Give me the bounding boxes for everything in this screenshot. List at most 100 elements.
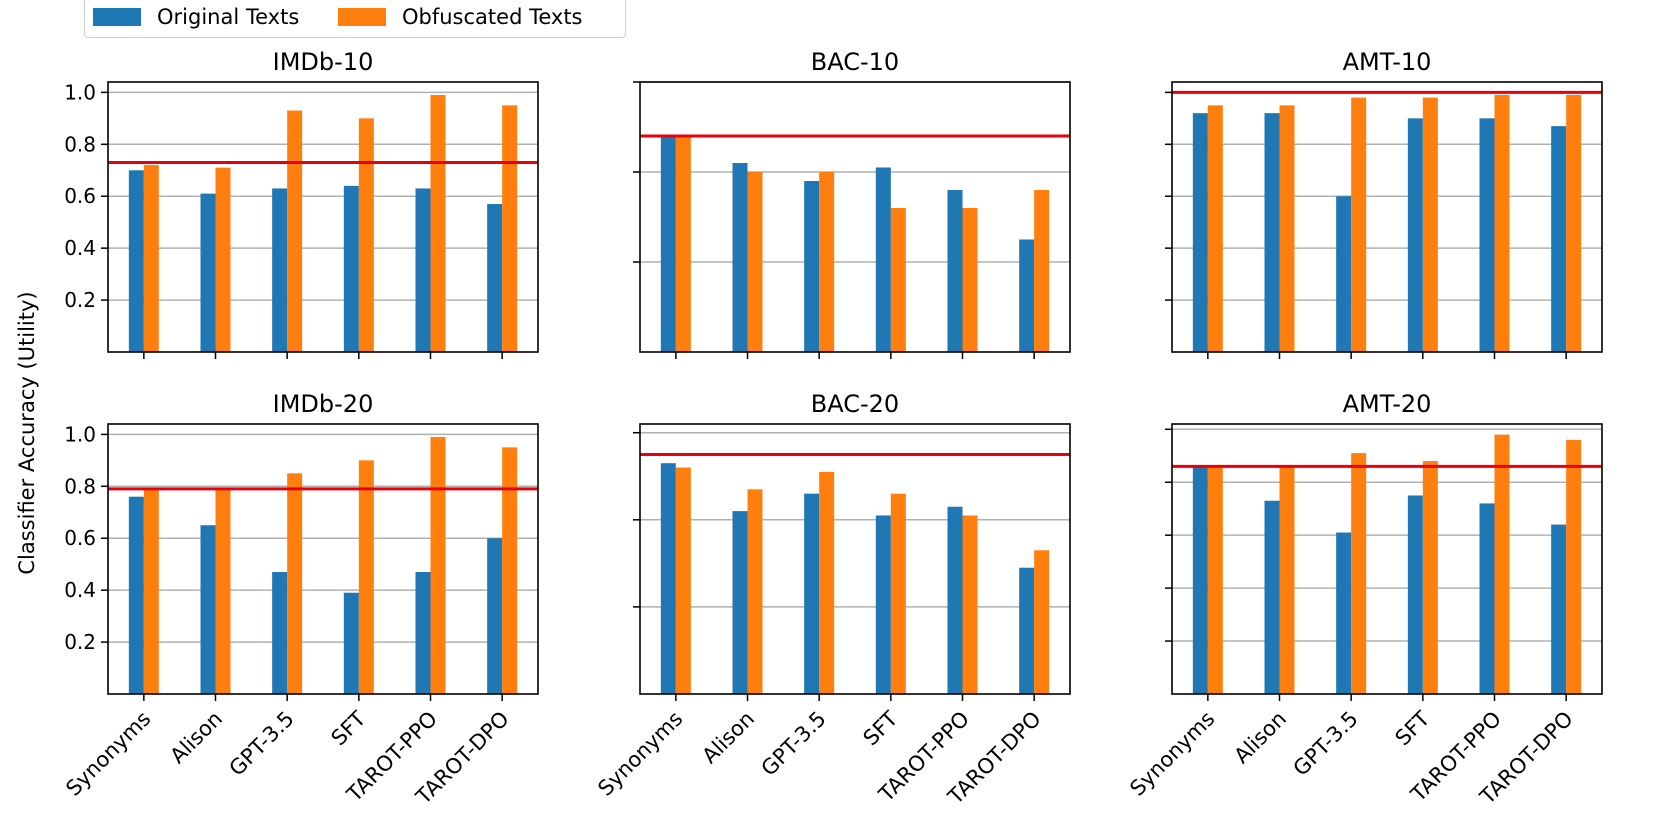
- bar-obfuscated: [1279, 466, 1295, 694]
- plot-frame: [107, 81, 539, 353]
- y-tick-label: 1.0: [64, 422, 96, 446]
- bar-original: [487, 538, 503, 694]
- bar-original: [660, 463, 676, 694]
- bar-obfuscated: [890, 493, 906, 694]
- bar-obfuscated: [215, 488, 231, 694]
- bar-obfuscated: [1207, 105, 1223, 352]
- x-tick-label: GPT-3.5: [1289, 707, 1363, 781]
- bar-obfuscated: [215, 167, 231, 352]
- y-tick-label: 1.0: [64, 80, 96, 104]
- plot-frame: [1171, 81, 1603, 353]
- bar-obfuscated: [430, 436, 446, 694]
- bar-obfuscated: [1566, 94, 1582, 352]
- bar-obfuscated: [287, 110, 303, 352]
- bar-obfuscated: [1422, 97, 1438, 352]
- subplot-imdb-10: 0.2 0.4 0.6 0.8 1.0 IMDb-10: [64, 48, 539, 359]
- y-tick-label: 0.8: [64, 474, 96, 498]
- x-tick-label: Synonyms: [1125, 707, 1219, 801]
- bar-original: [947, 506, 963, 694]
- bar-obfuscated: [675, 467, 691, 694]
- plot-frame: [639, 81, 1071, 353]
- bar-original: [1551, 524, 1567, 694]
- bar-original: [128, 496, 144, 694]
- bar-obfuscated: [1494, 434, 1510, 694]
- bar-obfuscated: [747, 172, 763, 352]
- x-tick-label: SFT: [859, 706, 903, 750]
- y-tick-label: 0.6: [64, 184, 96, 208]
- bar-obfuscated: [287, 473, 303, 694]
- x-tick-label: Alison: [697, 707, 759, 769]
- bar-original: [804, 181, 820, 352]
- subplot-title: BAC-10: [811, 48, 899, 76]
- x-tick-label: Synonyms: [593, 707, 687, 801]
- bar-obfuscated: [358, 118, 374, 352]
- bar-obfuscated: [1279, 105, 1295, 352]
- bar-original: [272, 571, 288, 694]
- bar-original: [660, 136, 676, 352]
- bar-original: [1551, 126, 1567, 352]
- bar-obfuscated: [502, 447, 518, 694]
- x-tick-label: GPT-3.5: [225, 707, 299, 781]
- subplot-title: BAC-20: [811, 390, 899, 418]
- bar-obfuscated: [358, 460, 374, 694]
- y-tick-label: 0.6: [64, 526, 96, 550]
- subplot-bac-10: BAC-10: [633, 48, 1071, 359]
- legend-label-original: Original Texts: [157, 5, 300, 29]
- bar-obfuscated: [1494, 94, 1510, 352]
- bar-obfuscated: [675, 136, 691, 352]
- y-tick-label: 0.4: [64, 578, 96, 602]
- legend-item-original: Original Texts: [93, 2, 299, 32]
- bar-obfuscated: [962, 208, 978, 352]
- bar-obfuscated: [1207, 466, 1223, 694]
- bar-original: [1264, 500, 1280, 694]
- bar-original: [200, 525, 216, 694]
- x-tick-label: GPT-3.5: [757, 707, 831, 781]
- x-tick-label: Alison: [1229, 707, 1291, 769]
- legend-swatch-original: [93, 8, 141, 26]
- bar-original: [1479, 503, 1495, 694]
- bar-original: [1264, 113, 1280, 353]
- bar-obfuscated: [747, 489, 763, 694]
- bar-original: [875, 515, 891, 694]
- bar-original: [947, 190, 963, 352]
- legend-item-obfuscated: Obfuscated Texts: [338, 2, 583, 32]
- bar-obfuscated: [890, 208, 906, 352]
- bar-original: [1479, 118, 1495, 352]
- bar-original: [875, 167, 891, 352]
- bar-obfuscated: [1351, 453, 1367, 694]
- bar-original: [343, 592, 359, 694]
- y-tick-label: 0.8: [64, 132, 96, 156]
- bar-obfuscated: [143, 488, 159, 694]
- plot-frame: [107, 423, 539, 695]
- bar-obfuscated: [1351, 97, 1367, 352]
- bar-original: [200, 193, 216, 352]
- bar-obfuscated: [1034, 190, 1050, 352]
- plot-frame: [1171, 423, 1603, 695]
- x-tick-label: SFT: [1391, 706, 1435, 750]
- bar-obfuscated: [430, 94, 446, 352]
- bar-obfuscated: [1034, 550, 1050, 694]
- subplot-amt-10: AMT-10: [1165, 48, 1603, 359]
- bar-obfuscated: [502, 105, 518, 352]
- bar-original: [1192, 113, 1208, 353]
- bar-original: [1407, 118, 1423, 352]
- y-tick-label: 0.2: [64, 630, 96, 654]
- bar-original: [804, 493, 820, 694]
- bar-original: [1192, 466, 1208, 694]
- subplot-title: AMT-20: [1343, 390, 1432, 418]
- bar-original: [1019, 239, 1035, 352]
- plot-frame: [639, 423, 1071, 695]
- bar-original: [415, 571, 431, 694]
- x-tick-label: Alison: [165, 707, 227, 769]
- bar-original: [1336, 532, 1352, 694]
- bar-original: [1336, 196, 1352, 352]
- bar-original: [343, 185, 359, 352]
- bar-obfuscated: [143, 165, 159, 352]
- legend-swatch-obfuscated: [338, 8, 386, 26]
- y-axis-label: Classifier Accuracy (Utility): [15, 291, 39, 574]
- y-tick-label: 0.2: [64, 288, 96, 312]
- bar-obfuscated: [819, 471, 835, 694]
